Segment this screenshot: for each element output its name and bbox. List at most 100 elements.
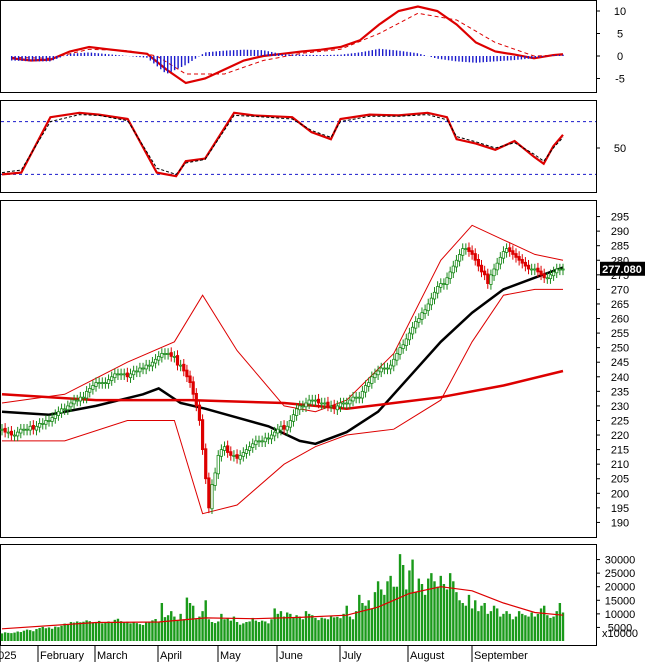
price-candle	[9, 430, 14, 436]
volume-bar	[123, 622, 126, 641]
volume-bar	[32, 631, 35, 641]
price-candle	[207, 477, 211, 509]
volume-bar	[141, 624, 145, 641]
volume-bar	[29, 630, 32, 641]
price-candle	[213, 472, 217, 486]
volume-bar	[492, 605, 496, 641]
volume-bar	[364, 605, 367, 641]
volume-bar	[229, 620, 232, 641]
volume-bar	[207, 619, 211, 641]
price-candle	[304, 402, 308, 408]
price-candle	[338, 402, 343, 408]
volume-bar	[248, 621, 251, 641]
price-candle	[150, 361, 155, 367]
price-candle	[288, 420, 292, 428]
volume-bar	[348, 616, 352, 641]
volume-bar	[57, 627, 60, 641]
volume-bar	[60, 625, 63, 641]
price-candle	[222, 446, 227, 451]
volume-bar	[151, 620, 154, 641]
price-candle	[533, 268, 537, 271]
x-axis-month-label: April	[160, 650, 182, 662]
bollinger-upper-band	[1, 224, 564, 413]
price-candle	[483, 270, 487, 276]
volume-bar	[376, 581, 380, 641]
price-candle	[197, 404, 202, 421]
volume-bar	[467, 594, 471, 641]
price-candle	[526, 264, 531, 270]
price-candle	[41, 422, 45, 425]
volume-bar	[458, 600, 461, 641]
price-candle	[53, 414, 57, 419]
volume-bar	[314, 617, 317, 641]
price-candle	[323, 402, 327, 405]
price-candle	[517, 256, 521, 261]
price-candle	[329, 405, 333, 408]
volume-bar	[63, 623, 66, 641]
price-candle	[389, 364, 393, 370]
price-candle	[486, 273, 490, 284]
volume-bar	[433, 581, 436, 641]
price-tick-label: 295	[611, 212, 629, 224]
volume-bar	[270, 619, 273, 641]
price-candle	[141, 367, 145, 370]
volume-bar	[257, 622, 261, 641]
price-candle	[172, 355, 176, 358]
volume-bar	[289, 613, 292, 641]
price-candle	[448, 271, 452, 280]
volume-bar	[480, 605, 483, 641]
volume-bar	[461, 603, 464, 641]
price-candle	[442, 283, 446, 285]
price-candle	[457, 254, 462, 262]
price-tick-label: 260	[611, 314, 629, 326]
price-candle	[520, 258, 524, 264]
volume-tick-label: 20000	[605, 582, 636, 594]
price-tick-label: 225	[611, 415, 629, 427]
price-candle	[66, 405, 70, 411]
price-candle	[295, 408, 299, 416]
panel-frames	[0, 0, 597, 646]
volume-bar	[298, 616, 301, 641]
price-candle	[313, 399, 318, 402]
price-candle	[122, 373, 126, 376]
volume-bar	[154, 619, 157, 641]
price-candle	[72, 399, 76, 405]
price-candle	[153, 358, 158, 364]
price-candle	[410, 326, 415, 335]
volume-bar	[0, 633, 4, 641]
price-candle	[301, 405, 305, 408]
x-axis-month-label: May	[220, 650, 241, 662]
price-candle	[473, 253, 477, 261]
price-candle	[50, 417, 54, 422]
volume-bar	[129, 623, 132, 641]
price-candle	[539, 270, 543, 276]
volume-bar	[342, 613, 345, 641]
volume-bar	[423, 594, 427, 641]
volume-bar	[546, 615, 549, 641]
macd-tick-label: 0	[617, 51, 623, 63]
price-candle	[19, 428, 23, 434]
volume-bar	[41, 626, 44, 641]
volume-bar	[536, 613, 540, 641]
volume-bar	[220, 613, 223, 641]
price-candle	[420, 312, 424, 320]
volume-bar	[260, 620, 264, 641]
volume-bar	[401, 565, 405, 641]
price-candle	[398, 347, 402, 355]
price-candle	[247, 446, 252, 451]
volume-bar	[201, 611, 204, 641]
volume-bar	[223, 619, 226, 641]
price-candle	[204, 448, 208, 480]
price-candle	[103, 382, 108, 385]
volume-bar	[351, 619, 355, 641]
volume-bar	[527, 616, 530, 641]
volume-bar	[380, 589, 383, 641]
volume-bar	[448, 573, 452, 641]
volume-bar	[345, 605, 348, 641]
price-candle	[357, 396, 361, 399]
volume-bar	[245, 622, 248, 641]
volume-bar	[163, 617, 167, 641]
price-candle	[113, 373, 117, 379]
volume-bar	[138, 624, 142, 641]
